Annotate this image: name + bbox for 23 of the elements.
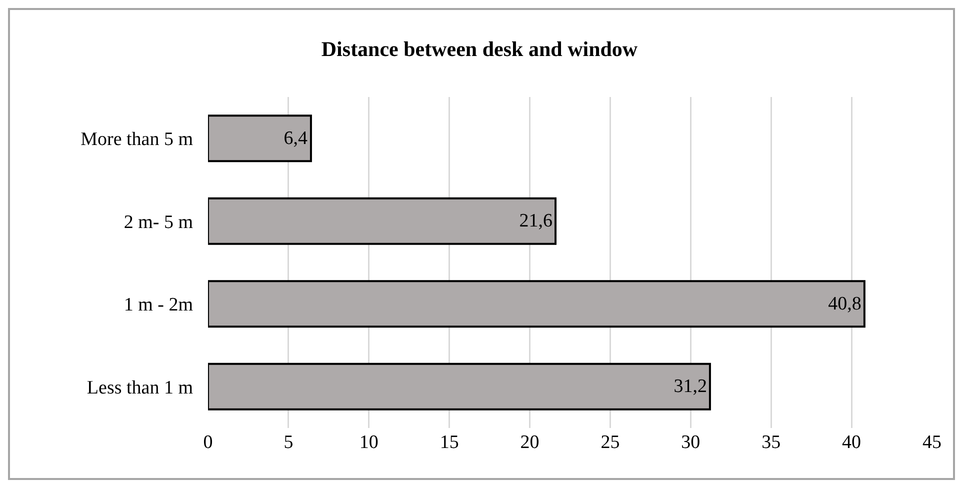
x-tick-label: 15 (440, 432, 459, 453)
data-label: 40,8 (828, 293, 862, 314)
x-tick-label: 25 (600, 432, 620, 453)
data-label: 6,4 (284, 128, 308, 149)
data-label: 21,6 (519, 210, 553, 232)
x-tick-label: 10 (359, 432, 378, 453)
x-tick-label: 0 (203, 432, 213, 453)
bar (208, 362, 711, 410)
y-tick-label: More than 5 m (80, 129, 194, 150)
y-tick-label: 1 m - 2m (124, 294, 194, 316)
chart-title: Distance between desk and window (321, 36, 638, 61)
x-tick-label: 30 (681, 432, 700, 453)
bar (208, 114, 312, 162)
x-tick-label: 35 (762, 432, 781, 453)
x-tick-label: 20 (520, 432, 540, 453)
data-label: 31,2 (674, 376, 707, 398)
x-tick-label: 45 (922, 432, 942, 453)
y-tick-label: Less than 1 m (86, 377, 194, 398)
bar (208, 197, 557, 245)
x-tick-label: 5 (284, 432, 294, 453)
x-tick-label: 40 (842, 432, 862, 453)
y-tick-label: 2 m- 5 m (124, 212, 194, 233)
bar (208, 280, 866, 328)
